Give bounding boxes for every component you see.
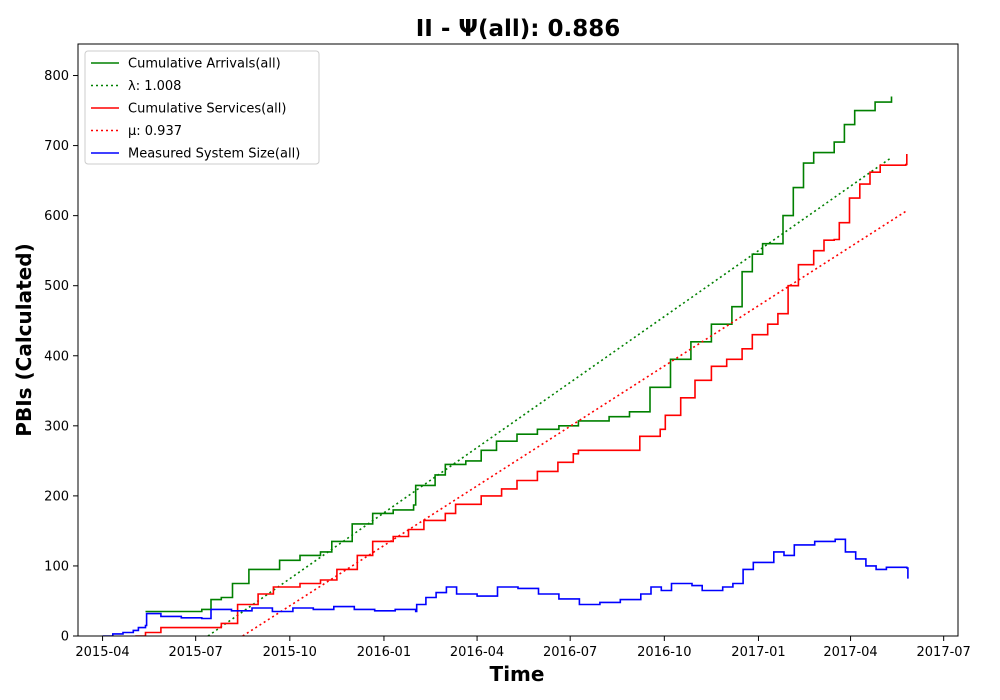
x-tick-label-3: 2016-01 — [357, 645, 411, 660]
y-tick-label-4: 400 — [44, 349, 69, 364]
series-line-3 — [242, 210, 908, 636]
y-tick-label-6: 600 — [44, 209, 69, 224]
x-tick-label-9: 2017-07 — [917, 645, 971, 660]
y-tick-label-2: 200 — [44, 489, 69, 504]
legend: Cumulative Arrivals(all) λ: 1.008 Cumulati… — [84, 50, 320, 165]
x-tick-label-0: 2015-04 — [75, 645, 129, 660]
legend-box — [84, 50, 320, 165]
legend-label-4: Measured System Size(all) — [128, 147, 300, 162]
x-tick-label-1: 2015-07 — [169, 645, 223, 660]
legend-label-3: μ: 0.937 — [128, 124, 182, 139]
y-tick-label-1: 100 — [44, 559, 69, 574]
x-tick-label-6: 2016-10 — [637, 645, 691, 660]
x-axis-title: Time — [490, 662, 545, 686]
series-line-4 — [102, 538, 909, 636]
legend-label-0: Cumulative Arrivals(all) — [128, 57, 281, 72]
plot-frame — [77, 43, 959, 637]
x-tick-label-7: 2017-01 — [731, 645, 785, 660]
y-tick-label-0: 0 — [61, 630, 69, 645]
y-tick-label-5: 500 — [44, 279, 69, 294]
x-tick-label-5: 2016-07 — [543, 645, 597, 660]
x-tick-label-2: 2015-10 — [263, 645, 317, 660]
y-tick-label-3: 300 — [44, 419, 69, 434]
series-line-2 — [135, 154, 908, 636]
legend-label-2: Cumulative Services(all) — [128, 102, 286, 117]
series-layer — [102, 96, 909, 636]
x-tick-label-8: 2017-04 — [823, 645, 877, 660]
series-line-1 — [207, 156, 892, 636]
legend-label-1: λ: 1.008 — [128, 79, 181, 94]
y-tick-label-8: 800 — [44, 69, 69, 84]
y-axis-title: PBIs (Calculated) — [12, 243, 36, 436]
axes-layer: 2015-04 2015-07 2015-10 2016-01 2016-04 2016-… — [44, 43, 971, 660]
x-tick-label-4: 2016-04 — [450, 645, 504, 660]
y-tick-label-7: 700 — [44, 139, 69, 154]
series-line-0 — [145, 96, 893, 613]
chart-title: II - Ψ(all): 0.886 — [416, 16, 620, 42]
